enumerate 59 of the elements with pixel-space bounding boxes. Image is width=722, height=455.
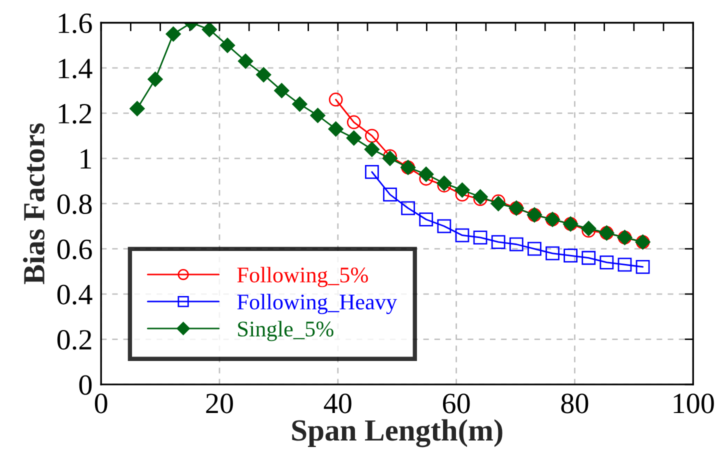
point xyxy=(220,38,236,53)
point xyxy=(382,150,398,166)
point xyxy=(528,242,542,256)
x-tick-label: 60 xyxy=(442,394,470,414)
point xyxy=(256,67,272,82)
point xyxy=(491,235,506,249)
x-axis-title: Span Length(m) xyxy=(292,419,502,448)
point xyxy=(274,83,290,98)
point xyxy=(364,142,380,157)
legend-label: Following_Heavy xyxy=(237,294,398,314)
point xyxy=(310,108,326,124)
x-tick-label: 100 xyxy=(674,394,714,414)
point xyxy=(238,54,254,69)
y-axis-title: Bias Factors xyxy=(23,123,45,284)
point xyxy=(509,237,524,252)
point xyxy=(328,92,343,107)
point xyxy=(564,248,578,263)
y-tick-label: 0 xyxy=(79,375,92,395)
point xyxy=(436,176,452,191)
point xyxy=(618,258,632,272)
point xyxy=(454,182,470,198)
point xyxy=(148,72,163,87)
y-tick-label: 0.4 xyxy=(57,284,92,305)
x-tick-label: 40 xyxy=(324,394,352,414)
point xyxy=(166,26,181,42)
point xyxy=(328,121,344,137)
point xyxy=(130,101,145,116)
point xyxy=(472,189,488,204)
point xyxy=(473,230,488,244)
point xyxy=(636,260,650,274)
point xyxy=(346,130,362,146)
point xyxy=(546,246,560,260)
x-tick-label: 80 xyxy=(561,394,588,414)
point xyxy=(600,255,614,270)
point xyxy=(455,228,470,242)
legend-label: Following_5% xyxy=(237,266,368,288)
point xyxy=(401,201,415,216)
y-tick-label: 1 xyxy=(80,149,91,169)
point xyxy=(419,212,434,226)
y-tick-label: 1.6 xyxy=(58,14,92,34)
legend-label: Single_5% xyxy=(238,320,334,342)
y-tick-label: 0.6 xyxy=(57,240,92,260)
y-tick-label: 1.2 xyxy=(58,104,92,124)
point xyxy=(582,250,596,265)
point xyxy=(364,165,379,179)
point xyxy=(364,128,379,143)
point xyxy=(346,115,361,130)
y-tick-label: 0.2 xyxy=(57,330,92,350)
point xyxy=(437,219,452,234)
y-tick-label: 0.8 xyxy=(57,194,92,214)
point xyxy=(292,96,308,112)
x-tick-label: 20 xyxy=(206,394,233,414)
point xyxy=(490,196,506,212)
point xyxy=(383,188,397,202)
y-tick-label: 1.4 xyxy=(58,58,92,78)
point xyxy=(418,166,434,182)
point xyxy=(202,22,217,38)
x-tick-label: 0 xyxy=(94,394,108,414)
point xyxy=(581,220,596,236)
